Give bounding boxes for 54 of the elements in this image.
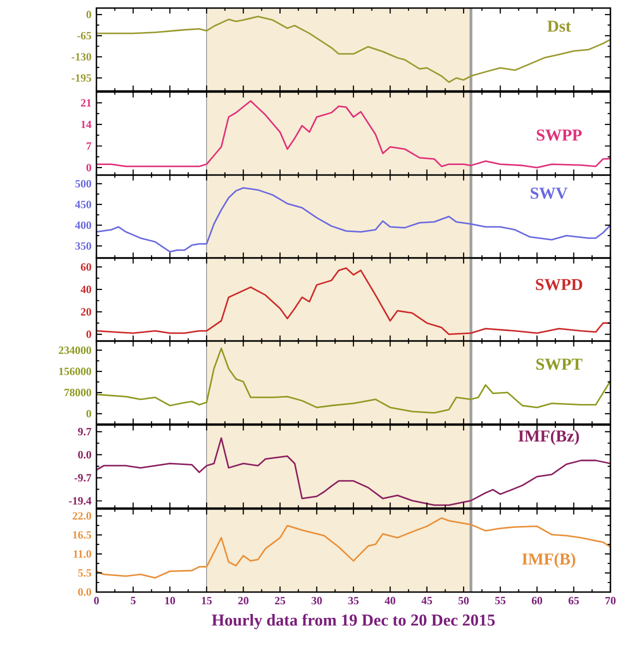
x-tick-label: 15 xyxy=(202,596,212,604)
text: SWPD xyxy=(536,278,582,290)
y-tick-label: 22.0 xyxy=(72,512,91,520)
y-tick-label: 16.5 xyxy=(72,531,91,539)
x-tick-label: 5 xyxy=(130,596,136,604)
y-tick-label: 14 xyxy=(81,120,92,128)
y-tick-label: 0 xyxy=(86,10,91,18)
text: SWV xyxy=(530,188,568,199)
series-label: SWPP xyxy=(536,130,582,141)
y-tick-label: 156000 xyxy=(59,368,91,376)
y-tick-label: -130 xyxy=(71,53,91,61)
x-tick-label: 40 xyxy=(384,596,396,604)
x-tick-label: 10 xyxy=(165,596,175,604)
series-label: SWPT xyxy=(536,358,582,370)
y-tick-label: 0 xyxy=(86,164,91,172)
x-tick-label: 50 xyxy=(458,596,468,604)
y-tick-label: 0.0 xyxy=(78,450,91,458)
y-tick-label: 0 xyxy=(86,330,91,338)
y-tick-label: 234000 xyxy=(58,346,91,354)
x-axis-title: Hourly data from 19 Dec to 20 Dec 2015 xyxy=(212,614,494,630)
series-label: IMF(B) xyxy=(522,552,576,568)
line-series xyxy=(96,187,610,253)
x-tick-label: 45 xyxy=(421,596,432,604)
x-tick-label: 60 xyxy=(532,596,542,604)
y-tick-label: 21 xyxy=(80,99,91,106)
y-tick-label: 9.7 xyxy=(78,428,92,436)
y-tick-label: 60 xyxy=(80,263,91,271)
x-tick-label: 70 xyxy=(605,596,616,604)
series-label: Dst xyxy=(547,20,571,32)
y-tick-label: 5.5 xyxy=(78,569,91,577)
y-tick-label: 78000 xyxy=(64,388,91,396)
y-tick-label: -19.4 xyxy=(68,497,92,505)
y-tick-label: -65 xyxy=(77,32,91,40)
y-tick-label: 0.0 xyxy=(78,588,91,596)
x-tick-label: 65 xyxy=(568,596,579,604)
x-tick-label: 20 xyxy=(238,596,248,604)
y-tick-label: 500 xyxy=(75,180,91,188)
x-tick-label: 35 xyxy=(348,596,358,604)
y-tick-label: -9.7 xyxy=(74,474,92,482)
y-tick-label: 7 xyxy=(86,142,92,150)
y-tick-label: -195 xyxy=(71,74,91,82)
y-tick-label: 0 xyxy=(86,410,91,418)
y-tick-label: 11.0 xyxy=(73,550,91,558)
x-tick-label: 55 xyxy=(494,596,506,604)
y-tick-label: 40 xyxy=(80,286,91,294)
x-tick-label: 30 xyxy=(311,596,322,604)
x-tick-label: 0 xyxy=(94,596,99,604)
y-tick-label: 450 xyxy=(74,200,91,208)
y-tick-label: 20 xyxy=(80,308,91,316)
y-tick-label: 350 xyxy=(75,242,91,250)
series-label: IMF(Bz) xyxy=(518,430,579,445)
line-series xyxy=(96,517,610,579)
x-tick-label: 25 xyxy=(274,596,285,604)
y-tick-label: 400 xyxy=(74,221,91,229)
